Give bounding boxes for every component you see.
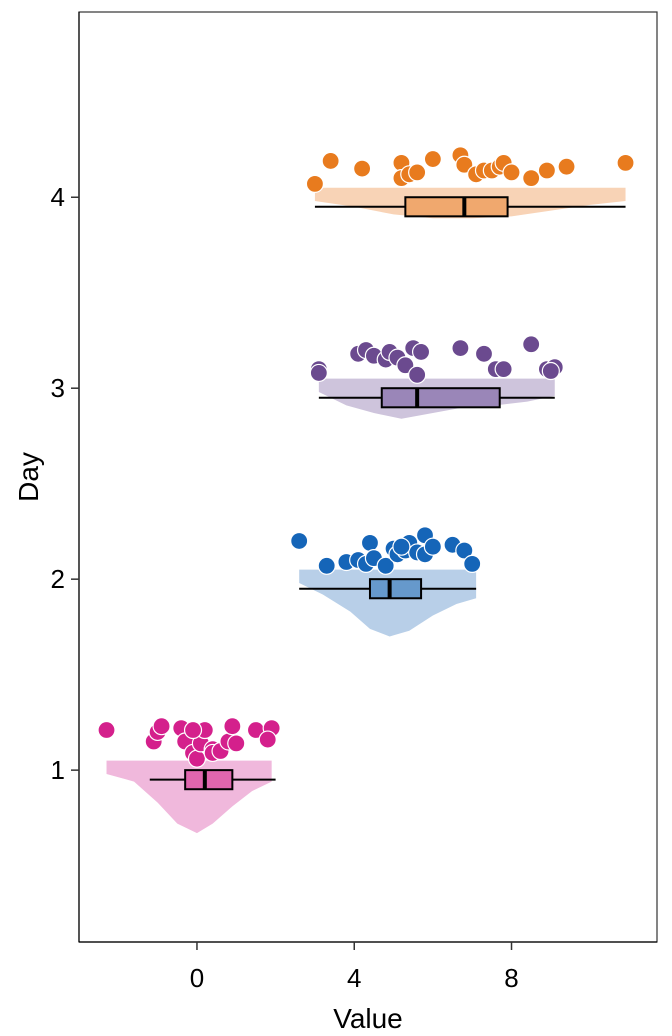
point-day-3 <box>396 356 415 375</box>
point-day-3 <box>494 360 513 379</box>
y-axis-title: Day <box>13 452 44 502</box>
x-tick-label: 4 <box>347 963 361 993</box>
point-day-2 <box>290 531 309 551</box>
y-tick-label: 1 <box>51 755 65 785</box>
point-day-2 <box>360 533 380 552</box>
point-day-1 <box>223 717 242 736</box>
point-day-4 <box>423 149 442 169</box>
point-day-3 <box>411 342 431 362</box>
point-day-3 <box>474 344 494 363</box>
point-day-4 <box>408 163 427 182</box>
point-day-1 <box>258 730 277 749</box>
point-day-4 <box>557 157 576 176</box>
x-tick-label: 8 <box>504 963 518 993</box>
point-day-4 <box>522 169 541 188</box>
boxplots <box>149 196 626 791</box>
point-day-2 <box>317 556 336 575</box>
point-day-1 <box>227 734 246 753</box>
point-day-4 <box>305 174 325 193</box>
point-day-2 <box>392 537 411 556</box>
data-points <box>97 146 635 768</box>
point-day-3 <box>309 363 328 383</box>
density-cloud-day-2 <box>299 569 477 637</box>
point-day-3 <box>541 361 560 381</box>
point-day-1 <box>97 720 116 740</box>
point-day-3 <box>522 335 541 354</box>
box-day-4 <box>404 196 509 218</box>
point-day-1 <box>187 749 207 768</box>
point-day-2 <box>423 537 442 556</box>
point-day-3 <box>451 338 470 358</box>
x-tick-label: 0 <box>190 963 204 993</box>
point-day-2 <box>376 556 395 575</box>
y-tick-label: 2 <box>51 564 65 594</box>
point-day-4 <box>537 161 557 180</box>
y-tick-label: 3 <box>51 373 65 403</box>
point-day-4 <box>616 153 635 172</box>
point-day-2 <box>455 541 474 560</box>
point-day-3 <box>408 365 427 384</box>
point-day-4 <box>321 151 340 171</box>
point-day-4 <box>455 155 474 174</box>
point-day-4 <box>502 163 521 182</box>
point-day-1 <box>183 720 203 740</box>
point-day-4 <box>353 159 372 178</box>
y-tick-label: 4 <box>51 182 65 212</box>
point-day-1 <box>152 717 171 736</box>
box-day-2 <box>368 578 423 600</box>
x-axis-title: Value <box>333 1003 403 1034</box>
box-day-3 <box>380 387 501 409</box>
point-day-2 <box>463 554 482 573</box>
box-day-1 <box>184 769 234 791</box>
